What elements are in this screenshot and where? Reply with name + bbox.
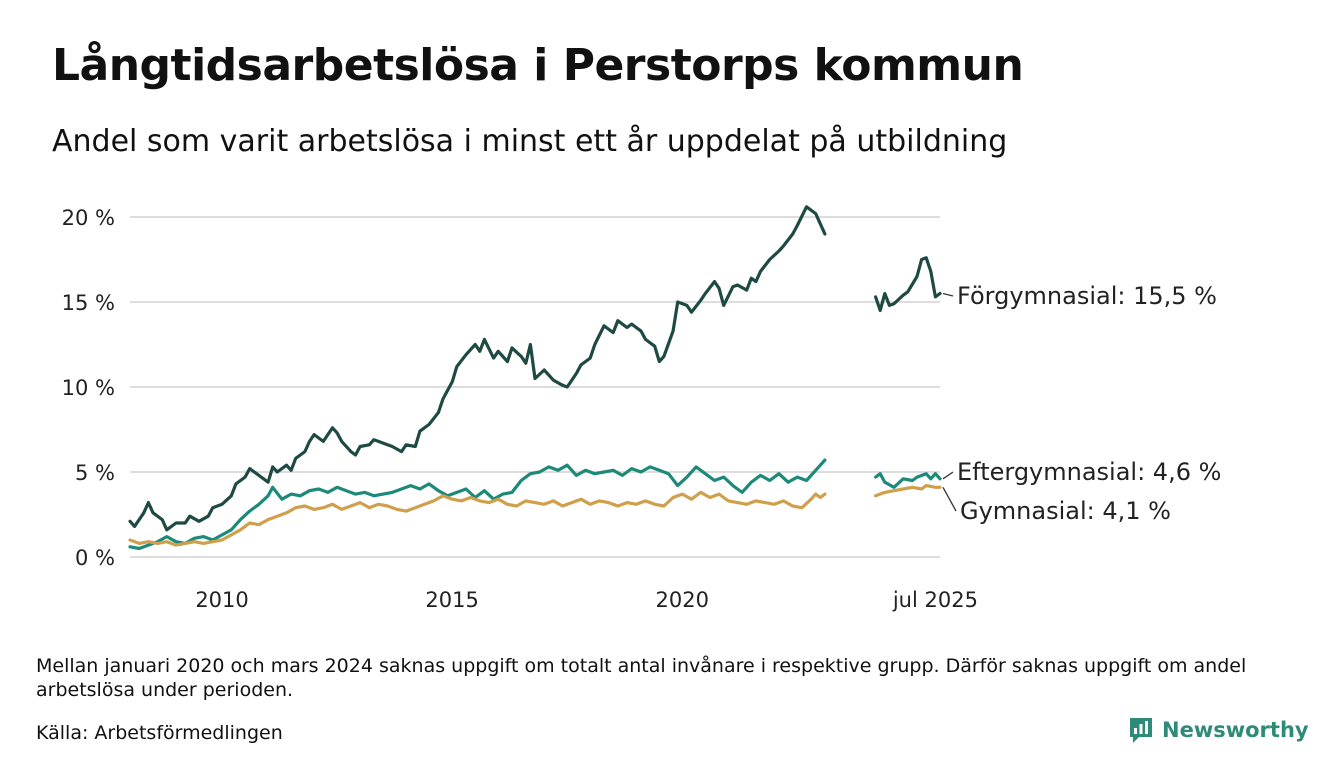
y-tick-label: 5 % <box>75 461 115 485</box>
series-line-gymnasial-0 <box>128 490 827 547</box>
series-line-eftergymnasial-0 <box>128 458 827 551</box>
source-note: Källa: Arbetsförmedlingen <box>36 722 283 744</box>
series-end-labels: Förgymnasial: 15,5 % Eftergymnasial: 4,6 … <box>942 282 1221 525</box>
y-tick-label: 0 % <box>75 546 115 570</box>
brand-name: Newsworthy <box>1162 718 1309 742</box>
x-tick-label: 2010 <box>195 588 248 612</box>
series-lines <box>128 205 942 551</box>
line-chart: 0 %5 %10 %15 %20 % 2010 2015 2020 jul 2025 … <box>62 205 1221 612</box>
label-leader-gymnasial <box>942 486 957 512</box>
series-end-label-eftergymnasial: Eftergymnasial: 4,6 % <box>957 458 1221 486</box>
brand-logo: Newsworthy <box>1128 716 1309 744</box>
footnote: Mellan januari 2020 och mars 2024 saknas… <box>36 655 1247 701</box>
series-end-label-förgymnasial: Förgymnasial: 15,5 % <box>957 282 1217 310</box>
y-tick-label: 20 % <box>62 206 115 230</box>
series-line-eftergymnasial-1 <box>874 472 942 489</box>
x-tick-label: jul 2025 <box>892 588 978 612</box>
x-tick-label: 2015 <box>425 588 478 612</box>
label-leader-förgymnasial <box>942 292 954 297</box>
series-end-label-gymnasial: Gymnasial: 4,1 % <box>960 497 1171 525</box>
series-line-gymnasial-1 <box>874 484 942 498</box>
newsworthy-logo-icon <box>1130 718 1152 743</box>
y-tick-label: 10 % <box>62 376 115 400</box>
chart-title: Långtidsarbetslösa i Perstorps kommun <box>52 40 1024 91</box>
chart-subtitle: Andel som varit arbetslösa i minst ett å… <box>52 124 1008 159</box>
x-axis-labels: 2010 2015 2020 jul 2025 <box>195 588 978 612</box>
label-leader-eftergymnasial <box>942 471 954 480</box>
series-line-förgymnasial-1 <box>874 256 942 313</box>
y-tick-label: 15 % <box>62 291 115 315</box>
y-axis-labels: 0 % 5 % 10 % 15 % 20 % <box>62 206 115 570</box>
x-tick-label: 2020 <box>656 588 709 612</box>
series-line-förgymnasial-0 <box>128 205 827 532</box>
y-gridlines <box>130 216 940 558</box>
